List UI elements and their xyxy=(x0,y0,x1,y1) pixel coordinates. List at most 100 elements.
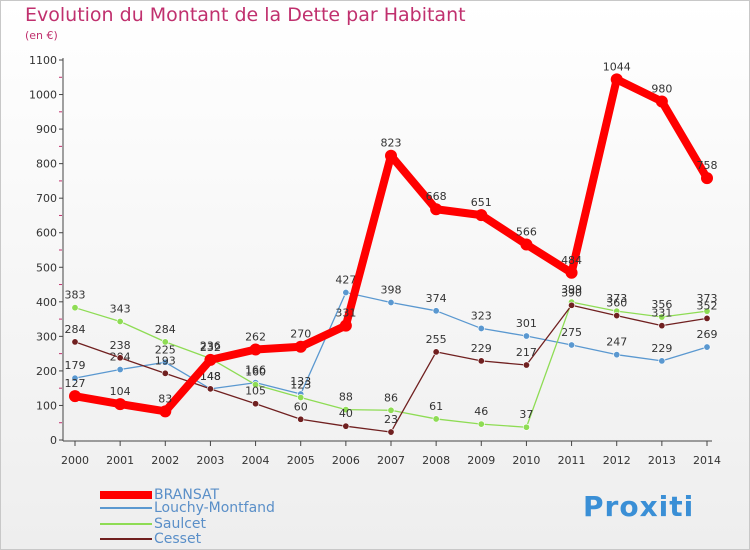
data-point-cesset xyxy=(477,357,485,365)
legend-item-louchy-montfand: Louchy-Montfand xyxy=(100,500,275,516)
data-point-bransat xyxy=(565,266,578,279)
data-label-cesset: 360 xyxy=(606,297,627,310)
x-tick-label: 2013 xyxy=(648,454,676,467)
data-label-louchy-montfand: 166 xyxy=(245,364,266,377)
data-point-louchy-montfand xyxy=(568,341,576,349)
data-label-saulcet: 383 xyxy=(65,289,86,302)
data-point-saulcet xyxy=(252,381,260,389)
data-point-bransat xyxy=(294,340,307,353)
data-label-louchy-montfand: 229 xyxy=(651,342,672,355)
data-point-cesset xyxy=(522,361,530,369)
data-point-cesset xyxy=(703,314,711,322)
legend-swatch-saulcet xyxy=(100,523,152,525)
series-bransat: 127 104 83 232 262 270 331 823 668 651 566 484 1044 9… xyxy=(65,60,718,418)
data-label-cesset: 148 xyxy=(200,370,221,383)
x-tick-label: 2011 xyxy=(558,454,586,467)
y-tick-label: 1100 xyxy=(29,54,57,67)
data-point-saulcet xyxy=(432,415,440,423)
data-label-bransat: 980 xyxy=(651,82,672,95)
legend-label-saulcet: Saulcet xyxy=(154,516,207,532)
data-point-louchy-montfand xyxy=(161,358,169,366)
data-label-saulcet: 399 xyxy=(561,283,582,296)
data-point-saulcet xyxy=(658,313,666,321)
data-point-saulcet xyxy=(387,406,395,414)
data-point-bransat xyxy=(204,353,217,366)
data-point-louchy-montfand xyxy=(432,307,440,315)
x-tick-label: 2003 xyxy=(196,454,224,467)
data-label-saulcet: 160 xyxy=(245,366,266,379)
y-tick-label: 400 xyxy=(36,296,57,309)
data-label-bransat: 566 xyxy=(516,225,537,238)
data-point-louchy-montfand xyxy=(703,343,711,351)
data-label-saulcet: 88 xyxy=(339,391,353,404)
y-tick-label: 300 xyxy=(36,330,57,343)
x-tick-label: 2000 xyxy=(61,454,89,467)
data-label-saulcet: 86 xyxy=(384,391,398,404)
y-tick-label: 100 xyxy=(36,399,57,412)
x-tick-label: 2005 xyxy=(287,454,315,467)
data-label-louchy-montfand: 179 xyxy=(65,359,86,372)
data-label-cesset: 193 xyxy=(155,354,176,367)
data-label-louchy-montfand: 427 xyxy=(335,273,356,286)
data-label-bransat: 758 xyxy=(697,159,718,172)
y-tick-label: 0 xyxy=(50,434,57,447)
data-point-louchy-montfand xyxy=(342,288,350,296)
data-label-saulcet: 61 xyxy=(429,400,443,413)
data-point-saulcet xyxy=(342,406,350,414)
x-tick-label: 2001 xyxy=(106,454,134,467)
legend-swatch-cesset xyxy=(100,538,152,540)
y-tick-label: 700 xyxy=(36,192,57,205)
data-label-cesset: 23 xyxy=(384,413,398,426)
chart-title: Evolution du Montant de la Dette par Hab… xyxy=(25,4,466,26)
data-label-saulcet: 37 xyxy=(519,408,533,421)
data-label-louchy-montfand: 247 xyxy=(606,336,627,349)
data-point-louchy-montfand xyxy=(658,357,666,365)
data-label-bransat: 270 xyxy=(290,328,311,341)
data-label-bransat: 232 xyxy=(200,341,221,354)
data-point-bransat xyxy=(385,149,397,162)
data-point-saulcet xyxy=(522,423,530,431)
data-label-louchy-montfand: 374 xyxy=(426,292,447,305)
data-point-cesset xyxy=(206,385,214,393)
data-label-louchy-montfand: 301 xyxy=(516,317,537,330)
y-tick-label: 800 xyxy=(36,158,57,171)
data-point-bransat xyxy=(701,172,713,185)
data-point-cesset xyxy=(432,348,440,356)
data-label-cesset: 238 xyxy=(110,339,131,352)
series-louchy-montfand: 1792042251481661334273983743233012752472… xyxy=(65,273,718,398)
data-label-saulcet: 373 xyxy=(697,292,718,305)
data-label-cesset: 390 xyxy=(561,286,582,299)
data-point-louchy-montfand xyxy=(387,299,395,307)
x-tick-label: 2002 xyxy=(151,454,179,467)
data-point-bransat xyxy=(339,319,352,332)
y-tick-label: 200 xyxy=(36,365,57,378)
data-label-bransat: 83 xyxy=(158,392,172,405)
data-point-cesset xyxy=(568,301,576,309)
legend-item-bransat: BRANSAT xyxy=(100,487,219,503)
data-label-cesset: 60 xyxy=(294,400,308,413)
data-label-bransat: 262 xyxy=(245,330,266,343)
legend-label-cesset: Cesset xyxy=(154,531,202,547)
data-point-saulcet xyxy=(161,338,169,346)
data-point-cesset xyxy=(658,322,666,330)
data-label-louchy-montfand: 148 xyxy=(200,370,221,383)
data-label-cesset: 284 xyxy=(65,323,86,336)
data-point-bransat xyxy=(520,238,533,251)
data-point-cesset xyxy=(71,338,79,346)
data-point-bransat xyxy=(430,203,443,216)
data-label-bransat: 104 xyxy=(110,385,131,398)
proxiti-logo: Proxiti xyxy=(583,490,695,523)
x-tick-label: 2009 xyxy=(467,454,495,467)
x-tick-label: 2012 xyxy=(603,454,631,467)
data-point-bransat xyxy=(475,209,488,222)
x-tick-label: 2007 xyxy=(377,454,405,467)
data-label-saulcet: 284 xyxy=(155,323,176,336)
data-label-louchy-montfand: 275 xyxy=(561,326,582,339)
legend-label-louchy-montfand: Louchy-Montfand xyxy=(154,500,275,516)
data-label-cesset: 331 xyxy=(651,307,672,320)
data-label-bransat: 1044 xyxy=(603,60,631,73)
x-tick-label: 2014 xyxy=(693,454,721,467)
data-label-cesset: 229 xyxy=(471,342,492,355)
data-label-cesset: 217 xyxy=(516,346,537,359)
